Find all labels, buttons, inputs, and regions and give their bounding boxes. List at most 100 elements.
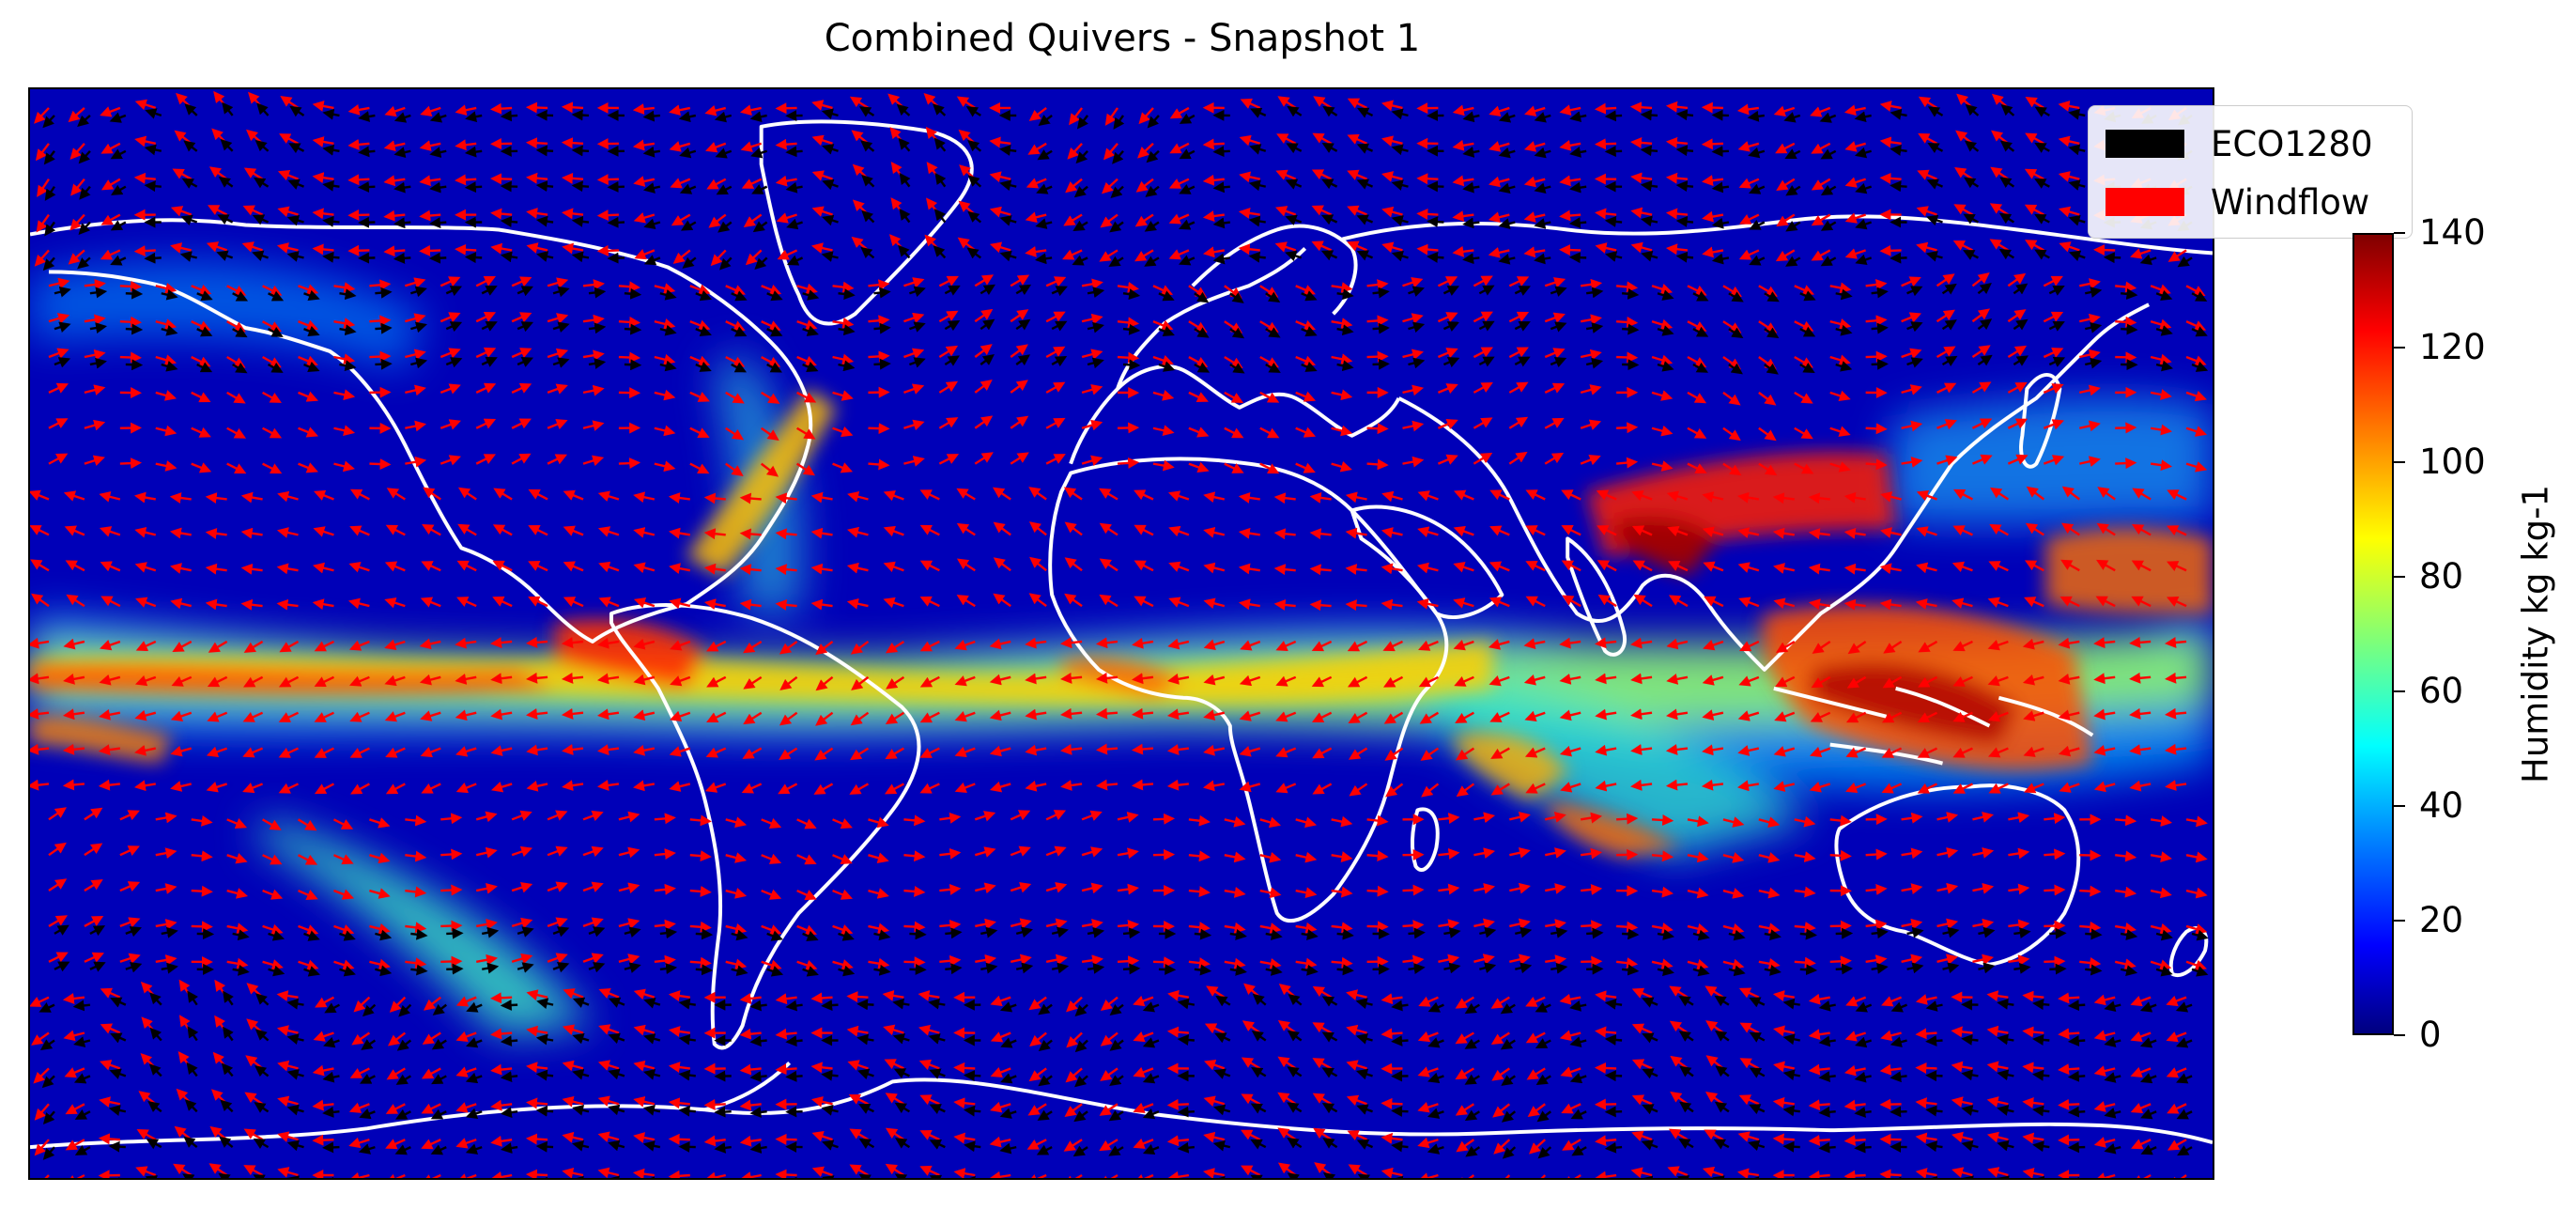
quiver-arrow — [490, 208, 513, 220]
quiver-arrow — [1890, 252, 1907, 264]
quiver-arrow — [1311, 169, 1333, 180]
quiver-arrow — [582, 314, 605, 326]
quiver-arrow — [191, 391, 211, 403]
quiver-arrow — [1844, 212, 1867, 224]
quiver-arrow — [526, 172, 548, 184]
quiver-arrow — [119, 280, 142, 292]
quiver-arrow — [938, 310, 959, 323]
quiver-arrow — [84, 349, 106, 361]
quiver-arrow — [633, 176, 656, 187]
quiver-arrow — [1616, 813, 1639, 825]
quiver-arrow — [2121, 287, 2138, 300]
quiver-arrow — [1544, 312, 1566, 323]
quiver-arrow — [1437, 348, 1458, 359]
quiver-arrow — [2115, 281, 2137, 293]
quiver-arrow — [1473, 275, 1493, 287]
quiver-arrow — [547, 313, 569, 324]
quiver-arrow — [1544, 348, 1566, 359]
quiver-arrow — [1202, 210, 1225, 222]
colorbar-tick-label: 120 — [2419, 327, 2486, 367]
quiver-arrow — [1452, 245, 1474, 257]
quiver-arrow — [475, 382, 497, 394]
quiver-arrow — [1829, 282, 1852, 294]
quiver-arrow — [1524, 105, 1546, 116]
quiver-arrow — [1843, 1134, 1866, 1146]
quiver-arrow — [1152, 390, 1175, 401]
quiver-arrow — [525, 636, 548, 648]
quiver-arrow — [405, 384, 426, 396]
quiver-arrow — [2058, 101, 2080, 112]
quiver-arrow — [1069, 107, 1084, 126]
quiver-arrow — [1437, 383, 1458, 395]
quiver-arrow — [1274, 206, 1297, 217]
quiver-arrow — [1580, 314, 1602, 326]
colorbar-tick-label: 40 — [2419, 785, 2464, 826]
quiver-arrow — [1782, 1140, 1800, 1153]
quiver-arrow — [2058, 1098, 2080, 1110]
quiver-arrow — [582, 279, 606, 290]
quiver-windflow — [30, 90, 2208, 1178]
quiver-arrow — [1701, 175, 1724, 186]
quiver-arrow — [1117, 422, 1140, 434]
quiver-arrow — [1295, 391, 1317, 402]
quiver-arrow — [1952, 240, 1973, 252]
quiver-arrow — [1402, 384, 1425, 396]
quiver-arrow — [375, 322, 393, 334]
quiver-arrow — [1391, 1034, 1409, 1046]
quiver-arrow — [1508, 276, 1530, 287]
quiver-arrow — [1665, 172, 1689, 184]
quiver-arrow — [1640, 109, 1658, 121]
quiver-arrow — [1865, 423, 1888, 435]
colorbar-tick-label: 140 — [2419, 212, 2486, 253]
quiver-arrow — [1372, 322, 1390, 334]
quiver-arrow — [1138, 107, 1154, 125]
quiver-arrow — [1773, 105, 1796, 117]
quiver-arrow — [1651, 814, 1674, 826]
quiver-arrow — [1100, 213, 1118, 228]
quiver-arrow — [48, 277, 70, 289]
quiver-arrow — [632, 103, 655, 116]
quiver-arrow — [2079, 921, 2102, 933]
quiver-arrow — [811, 170, 833, 181]
quiver-arrow — [1081, 384, 1103, 395]
quiver-arrow — [2067, 1035, 2086, 1046]
quiver-arrow — [1081, 313, 1103, 325]
humidity-map — [30, 89, 2213, 1178]
colorbar-tick — [2394, 232, 2405, 234]
quiver-arrow — [1629, 101, 1653, 114]
quiver-arrow — [868, 458, 890, 471]
quiver-arrow — [100, 142, 121, 154]
quiver-arrow — [1604, 1070, 1623, 1082]
quiver-arrow — [1915, 1062, 1937, 1074]
quiver-arrow — [1103, 143, 1118, 161]
quiver-arrow — [1427, 216, 1444, 228]
quiver-arrow — [1594, 1062, 1617, 1074]
quiver-arrow — [607, 216, 625, 228]
quiver-arrow — [953, 1062, 976, 1074]
quiver-arrow — [1915, 1028, 1937, 1040]
quiver-arrow — [511, 348, 532, 359]
quiver-arrow — [618, 351, 641, 364]
quiver-arrow — [1675, 215, 1694, 227]
quiver-arrow — [170, 206, 193, 217]
quiver-arrow — [1402, 349, 1424, 361]
coastline-north-america — [30, 218, 813, 643]
quiver-arrow — [1523, 211, 1546, 223]
quiver-arrow — [1309, 599, 1332, 612]
quiver-arrow — [2130, 248, 2152, 259]
quiver-arrow — [624, 287, 642, 300]
quiver-arrow — [672, 249, 691, 264]
quiver-arrow — [1879, 1098, 1902, 1110]
quiver-arrow — [1675, 145, 1694, 157]
quiver-arrow — [775, 175, 797, 187]
quiver-arrow — [775, 1063, 797, 1076]
quiver-arrow — [1117, 457, 1140, 469]
colorbar-tick — [2394, 920, 2405, 922]
quiver-arrow — [1202, 174, 1225, 186]
quiver-arrow — [596, 244, 619, 256]
quiver-arrow — [1879, 136, 1902, 148]
quiver-arrow — [1843, 104, 1866, 116]
quiver-arrow — [1095, 707, 1118, 720]
quiver-arrow — [1675, 180, 1694, 193]
quiver-arrow — [489, 102, 513, 115]
